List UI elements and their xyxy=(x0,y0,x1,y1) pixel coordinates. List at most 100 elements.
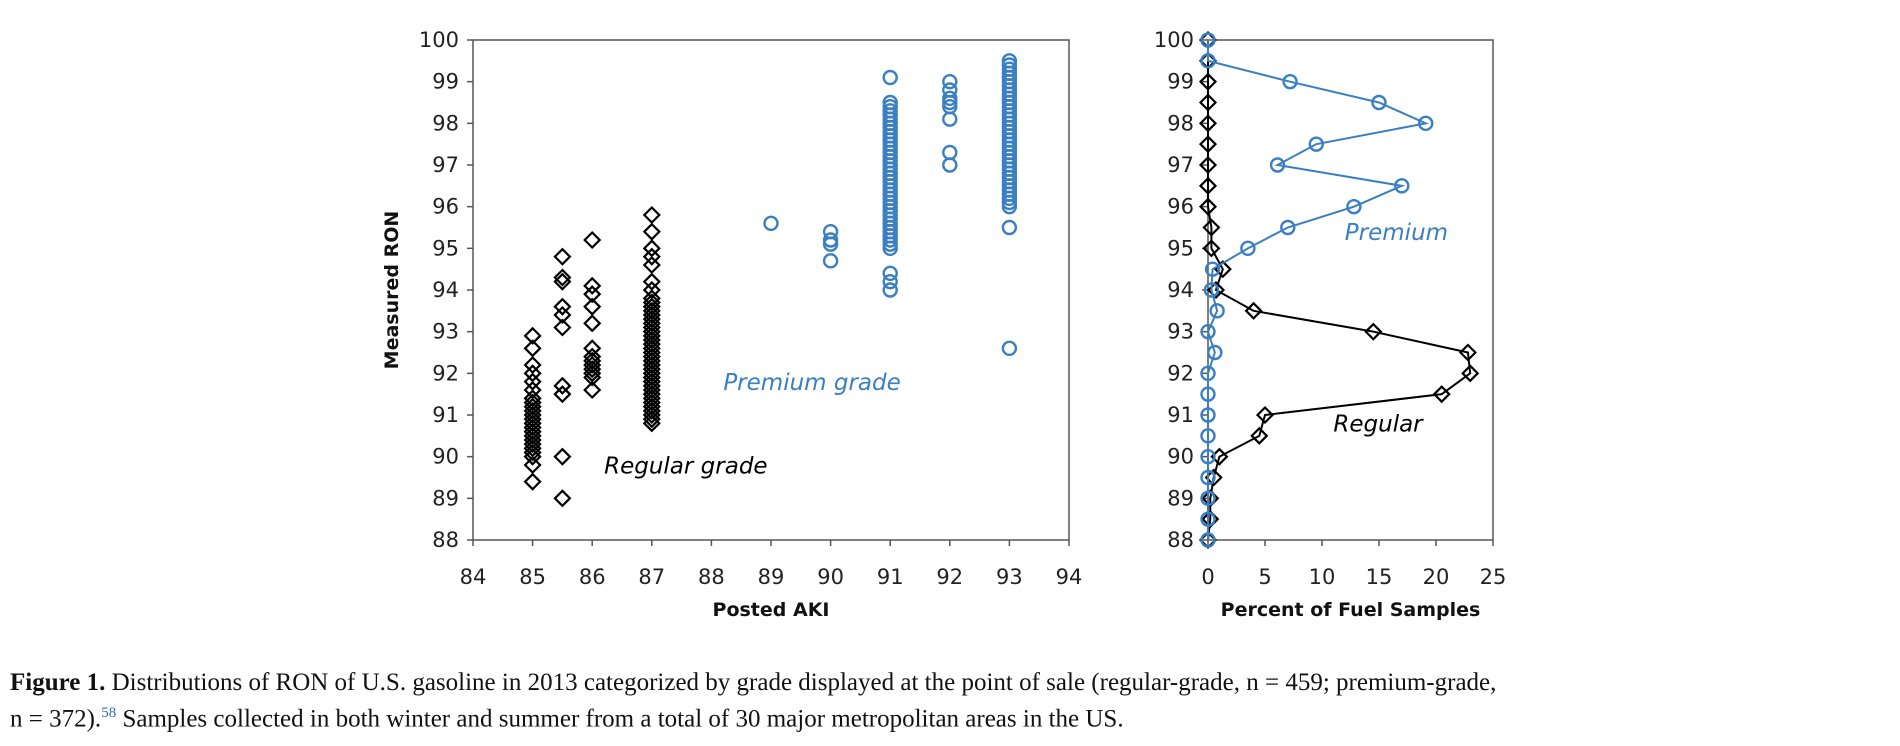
x-tick-label: 90 xyxy=(817,565,844,589)
caption-label: Figure 1. xyxy=(10,669,106,696)
data-point xyxy=(822,223,839,240)
data-point xyxy=(942,73,958,90)
annotation-label: Premium xyxy=(1345,220,1448,246)
x-tick-label: 5 xyxy=(1258,565,1271,589)
data-point xyxy=(1244,301,1263,320)
y-tick-label: 94 xyxy=(1167,278,1194,302)
y-tick-label: 89 xyxy=(432,486,459,510)
data-point xyxy=(1204,261,1221,277)
y-tick-label: 90 xyxy=(432,445,459,469)
data-point xyxy=(822,232,839,248)
y-tick-label: 97 xyxy=(1167,153,1194,177)
series-regular-grade xyxy=(523,205,661,508)
caption-line-1: Figure 1. Distributions of RON of U.S. g… xyxy=(10,668,1496,698)
data-point xyxy=(1255,405,1275,425)
data-point xyxy=(523,472,542,491)
data-point xyxy=(942,111,958,127)
data-point xyxy=(553,489,572,508)
data-point xyxy=(1200,490,1216,507)
x-tick-label: 92 xyxy=(936,565,963,589)
data-point xyxy=(583,276,602,295)
data-point xyxy=(553,247,572,266)
data-point xyxy=(1001,219,1018,236)
y-tick-label: 95 xyxy=(1167,236,1194,260)
data-point xyxy=(1200,365,1216,382)
data-point xyxy=(1001,61,1018,77)
data-point xyxy=(763,215,779,232)
y-tick-label: 93 xyxy=(1167,320,1194,344)
data-point xyxy=(1198,197,1218,216)
x-tick-label: 15 xyxy=(1366,565,1393,589)
data-point xyxy=(523,380,542,400)
y-tick-label: 98 xyxy=(432,111,459,135)
y-tick-label: 91 xyxy=(1167,403,1194,427)
data-point xyxy=(1001,53,1018,69)
x-tick-label: 85 xyxy=(519,565,546,589)
data-point xyxy=(553,305,572,325)
data-point xyxy=(1269,157,1286,173)
reference-link[interactable]: 58 xyxy=(101,705,117,721)
data-point xyxy=(553,376,572,395)
data-point xyxy=(1209,303,1225,319)
data-point xyxy=(1203,282,1220,298)
data-point xyxy=(1346,198,1362,215)
data-point xyxy=(1200,428,1216,444)
y-tick-label: 96 xyxy=(1167,195,1194,219)
y-tick-label: 100 xyxy=(419,28,459,52)
data-point xyxy=(583,314,602,333)
data-point xyxy=(553,385,572,404)
data-point xyxy=(583,285,602,304)
data-point xyxy=(1200,386,1216,402)
y-tick-label: 92 xyxy=(1167,361,1194,385)
x-tick-label: 84 xyxy=(460,565,487,589)
data-point xyxy=(523,355,542,375)
scatter-plot-ron-vs-aki: 88 89 90 91 92 93 94 95 96 97 98 99 100 84 85 86 87 88 89 9… xyxy=(381,28,1082,621)
x-tick-label: 91 xyxy=(877,565,904,589)
x-tick-label: 25 xyxy=(1480,565,1507,589)
data-point xyxy=(583,380,602,400)
data-point xyxy=(1432,385,1451,404)
x-axis-title: Percent of Fuel Samples xyxy=(1221,599,1481,621)
x-tick-label: 88 xyxy=(698,565,725,589)
data-point xyxy=(1200,323,1216,340)
data-point xyxy=(1458,343,1477,362)
data-point xyxy=(882,103,898,119)
data-point xyxy=(1282,73,1298,90)
data-point xyxy=(523,364,542,383)
annotation-label: Premium grade xyxy=(723,370,900,396)
data-point xyxy=(942,144,958,161)
y-axis-title: Measured RON xyxy=(381,211,403,370)
annotation-label: Regular xyxy=(1333,412,1424,438)
data-point xyxy=(642,289,661,308)
series-premium xyxy=(1200,32,1434,548)
x-tick-label: 89 xyxy=(758,565,785,589)
y-tick-label: 96 xyxy=(432,195,459,219)
series-regular xyxy=(1198,30,1480,550)
data-point xyxy=(1364,322,1383,341)
y-tick-label: 98 xyxy=(1167,111,1194,135)
data-point xyxy=(1200,469,1216,486)
y-tick-label: 100 xyxy=(1154,28,1194,52)
caption-text-2b: Samples collected in both winter and sum… xyxy=(116,705,1124,733)
data-point xyxy=(523,326,542,345)
data-point xyxy=(1200,32,1216,48)
annotation-label: Regular grade xyxy=(604,453,767,479)
data-point xyxy=(1280,219,1296,236)
y-tick-label: 95 xyxy=(432,236,459,260)
data-point xyxy=(1198,135,1218,154)
data-point xyxy=(583,230,602,250)
data-point xyxy=(1250,426,1269,445)
data-point xyxy=(553,447,572,466)
data-point xyxy=(1198,155,1218,175)
data-point xyxy=(1198,176,1218,195)
data-point xyxy=(583,339,602,358)
data-point xyxy=(1418,115,1434,132)
data-point xyxy=(583,297,602,316)
data-point xyxy=(1198,72,1218,91)
data-point xyxy=(1200,53,1216,69)
y-tick-label: 88 xyxy=(1167,528,1194,552)
data-point xyxy=(1461,364,1480,383)
data-point xyxy=(882,265,898,282)
data-point xyxy=(882,273,898,290)
data-point xyxy=(942,82,958,98)
